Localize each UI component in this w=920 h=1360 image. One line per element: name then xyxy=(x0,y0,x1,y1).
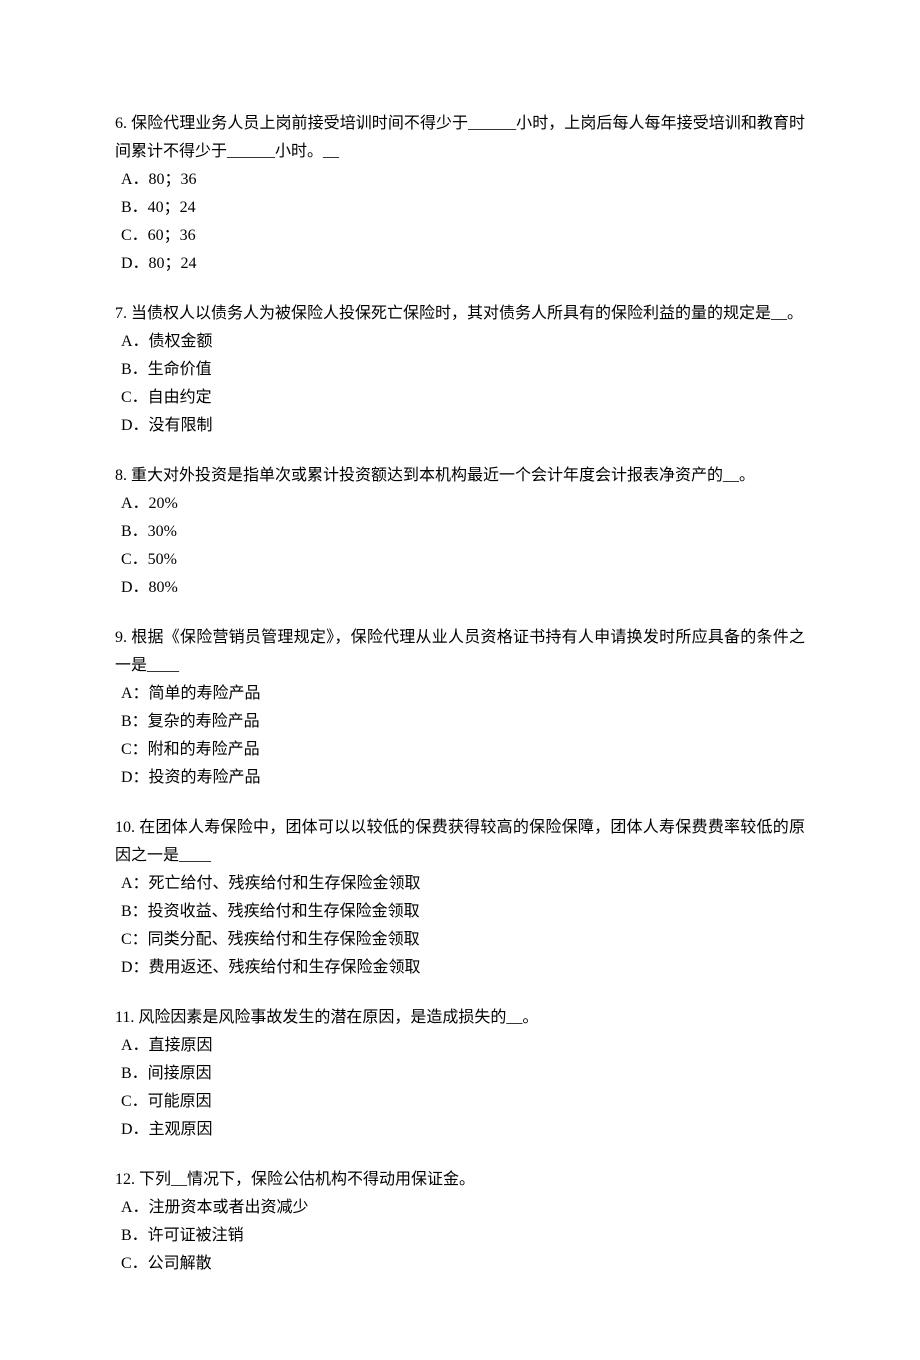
option-d: D：投资的寿险产品 xyxy=(115,764,805,792)
option-b: B：复杂的寿险产品 xyxy=(115,708,805,736)
option-c: C：附和的寿险产品 xyxy=(115,736,805,764)
question-content: 当债权人以债务人为被保险人投保死亡保险时，其对债务人所具有的保险利益的量的规定是… xyxy=(131,305,803,322)
question-block-11: 11. 风险因素是风险事故发生的潜在原因，是造成损失的__。 A．直接原因 B．… xyxy=(115,1004,805,1144)
option-c: C．公司解散 xyxy=(115,1250,805,1278)
question-block-6: 6. 保险代理业务人员上岗前接受培训时间不得少于______小时，上岗后每人每年… xyxy=(115,110,805,278)
question-number: 11. xyxy=(115,1009,134,1026)
question-block-10: 10. 在团体人寿保险中，团体可以以较低的保费获得较高的保险保障，团体人寿保费费… xyxy=(115,814,805,982)
question-number: 6. xyxy=(115,115,127,132)
question-text: 6. 保险代理业务人员上岗前接受培训时间不得少于______小时，上岗后每人每年… xyxy=(115,110,805,166)
option-b: B．许可证被注销 xyxy=(115,1222,805,1250)
question-text: 10. 在团体人寿保险中，团体可以以较低的保费获得较高的保险保障，团体人寿保费费… xyxy=(115,814,805,870)
question-text: 11. 风险因素是风险事故发生的潜在原因，是造成损失的__。 xyxy=(115,1004,805,1032)
option-a: A．直接原因 xyxy=(115,1032,805,1060)
option-b: B．间接原因 xyxy=(115,1060,805,1088)
option-a: A．80；36 xyxy=(115,166,805,194)
option-b: B．30% xyxy=(115,518,805,546)
option-c: C．50% xyxy=(115,546,805,574)
option-d: D．没有限制 xyxy=(115,412,805,440)
question-number: 9. xyxy=(115,629,127,646)
question-content: 在团体人寿保险中，团体可以以较低的保费获得较高的保险保障，团体人寿保费费率较低的… xyxy=(115,819,805,864)
question-text: 8. 重大对外投资是指单次或累计投资额达到本机构最近一个会计年度会计报表净资产的… xyxy=(115,462,805,490)
option-d: D．80% xyxy=(115,574,805,602)
question-text: 7. 当债权人以债务人为被保险人投保死亡保险时，其对债务人所具有的保险利益的量的… xyxy=(115,300,805,328)
question-number: 7. xyxy=(115,305,127,322)
question-block-7: 7. 当债权人以债务人为被保险人投保死亡保险时，其对债务人所具有的保险利益的量的… xyxy=(115,300,805,440)
option-a: A：死亡给付、残疾给付和生存保险金领取 xyxy=(115,870,805,898)
option-b: B：投资收益、残疾给付和生存保险金领取 xyxy=(115,898,805,926)
question-block-8: 8. 重大对外投资是指单次或累计投资额达到本机构最近一个会计年度会计报表净资产的… xyxy=(115,462,805,602)
question-content: 保险代理业务人员上岗前接受培训时间不得少于______小时，上岗后每人每年接受培… xyxy=(115,115,805,160)
option-c: C．自由约定 xyxy=(115,384,805,412)
question-content: 重大对外投资是指单次或累计投资额达到本机构最近一个会计年度会计报表净资产的__。 xyxy=(131,467,755,484)
option-d: D：费用返还、残疾给付和生存保险金领取 xyxy=(115,954,805,982)
option-b: B．40；24 xyxy=(115,194,805,222)
question-content: 根据《保险营销员管理规定》，保险代理从业人员资格证书持有人申请换发时所应具备的条… xyxy=(115,629,805,674)
option-c: C．60；36 xyxy=(115,222,805,250)
option-a: A．注册资本或者出资减少 xyxy=(115,1194,805,1222)
question-text: 9. 根据《保险营销员管理规定》，保险代理从业人员资格证书持有人申请换发时所应具… xyxy=(115,624,805,680)
option-d: D．80；24 xyxy=(115,250,805,278)
question-block-9: 9. 根据《保险营销员管理规定》，保险代理从业人员资格证书持有人申请换发时所应具… xyxy=(115,624,805,792)
option-c: C．可能原因 xyxy=(115,1088,805,1116)
question-number: 8. xyxy=(115,467,127,484)
question-number: 12. xyxy=(115,1171,135,1188)
option-a: A：简单的寿险产品 xyxy=(115,680,805,708)
question-text: 12. 下列__情况下，保险公估机构不得动用保证金。 xyxy=(115,1166,805,1194)
option-c: C：同类分配、残疾给付和生存保险金领取 xyxy=(115,926,805,954)
question-number: 10. xyxy=(115,819,135,836)
question-content: 风险因素是风险事故发生的潜在原因，是造成损失的__。 xyxy=(138,1009,538,1026)
question-block-12: 12. 下列__情况下，保险公估机构不得动用保证金。 A．注册资本或者出资减少 … xyxy=(115,1166,805,1278)
question-content: 下列__情况下，保险公估机构不得动用保证金。 xyxy=(139,1171,475,1188)
option-a: A．债权金额 xyxy=(115,328,805,356)
option-a: A．20% xyxy=(115,490,805,518)
option-d: D．主观原因 xyxy=(115,1116,805,1144)
option-b: B．生命价值 xyxy=(115,356,805,384)
